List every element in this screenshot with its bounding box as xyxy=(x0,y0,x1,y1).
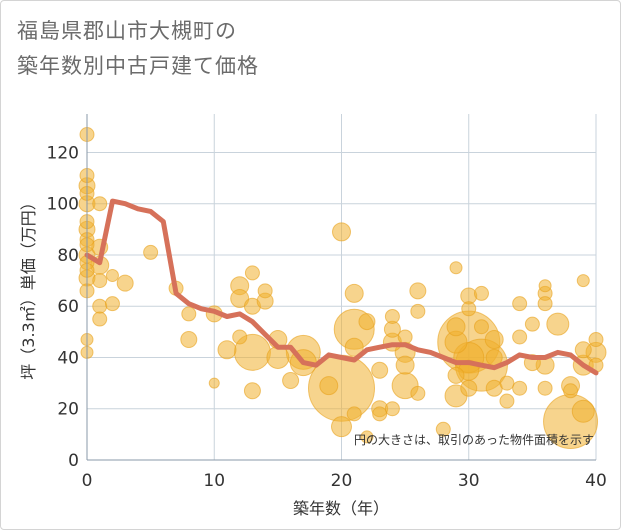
y-tick-label: 80 xyxy=(57,246,79,266)
bubble-point xyxy=(499,375,515,391)
bubble-point xyxy=(331,416,352,438)
bubble-point xyxy=(217,340,237,360)
bubble-layer xyxy=(78,127,607,450)
bubble-point xyxy=(360,430,374,444)
bubble-point xyxy=(384,401,400,417)
bubble-point xyxy=(409,282,427,300)
bubble-point xyxy=(571,399,595,423)
bubble-point xyxy=(588,332,604,348)
bubble-point xyxy=(447,366,465,384)
y-axis-label: 坪（3.3㎡）単価（万円） xyxy=(19,194,38,379)
bubble-point xyxy=(384,308,400,324)
y-tick-label: 60 xyxy=(57,297,79,317)
bubble-point xyxy=(244,265,260,281)
bubble-point xyxy=(104,296,120,312)
bubble-point xyxy=(546,312,570,336)
bubble-point xyxy=(410,303,426,319)
x-tick-label: 40 xyxy=(585,471,607,491)
bubble-point xyxy=(395,355,415,375)
title-line-1: 福島県郡山市大槻町の xyxy=(17,19,237,43)
bubble-point xyxy=(435,421,451,437)
x-tick-label: 10 xyxy=(203,471,225,491)
bubble-size-note: 円の大きさは、取引のあった物件面積を示す xyxy=(354,432,594,447)
bubble-point xyxy=(208,377,220,389)
bubble-point xyxy=(397,329,413,345)
bubble-point xyxy=(266,345,290,369)
bubble-point xyxy=(410,385,426,401)
bubble-point xyxy=(512,329,528,345)
bubble-point xyxy=(143,244,159,260)
bubble-point xyxy=(537,296,553,312)
y-tick-label: 120 xyxy=(47,143,79,163)
x-tick-label: 20 xyxy=(331,471,353,491)
bubble-point xyxy=(92,196,108,212)
bubble-point xyxy=(563,383,579,399)
bubble-point xyxy=(230,289,250,309)
bubble-point xyxy=(461,301,477,317)
y-tick-label: 0 xyxy=(68,451,79,471)
bubble-point xyxy=(473,319,489,335)
y-tick-labels: 0 20 40 60 80 100 120 xyxy=(47,143,79,471)
bubble-point xyxy=(344,283,364,303)
bubble-point xyxy=(105,268,119,282)
bubble-point xyxy=(92,298,108,314)
bubble-point xyxy=(371,361,389,379)
chart-title: 福島県郡山市大槻町の 築年数別中古戸建て価格 xyxy=(17,14,259,84)
bubble-point xyxy=(537,380,553,396)
bubble-point xyxy=(282,372,300,390)
bubble-point xyxy=(232,329,248,345)
bubble-point xyxy=(181,306,197,322)
bubble-point xyxy=(524,316,540,332)
bubble-point xyxy=(446,317,466,337)
bubble-point xyxy=(180,331,198,349)
bubble-point xyxy=(319,376,339,396)
bubble-point xyxy=(346,406,362,422)
bubble-point xyxy=(484,330,504,350)
bubble-point xyxy=(538,279,552,293)
x-tick-label: 30 xyxy=(458,471,480,491)
y-tick-label: 40 xyxy=(57,348,79,368)
y-tick-label: 100 xyxy=(47,195,79,215)
bubble-point xyxy=(576,274,590,288)
bubble-point xyxy=(358,313,376,331)
bubble-point xyxy=(512,296,528,312)
y-tick-label: 20 xyxy=(57,400,79,420)
bubble-point xyxy=(512,380,528,396)
bubble-point xyxy=(92,273,108,289)
bubble-point xyxy=(257,283,273,299)
bubble-point xyxy=(372,406,388,422)
bubble-point xyxy=(116,274,134,292)
bubble-point xyxy=(332,222,351,242)
title-line-2: 築年数別中古戸建て価格 xyxy=(17,54,259,78)
x-tick-label: 0 xyxy=(82,471,93,491)
x-axis-label: 築年数（年） xyxy=(293,499,389,518)
bubble-point xyxy=(473,285,489,301)
bubble-point xyxy=(344,337,364,357)
bubble-point xyxy=(243,382,261,400)
x-tick-labels: 0 10 20 30 40 xyxy=(82,471,607,491)
average-price-line xyxy=(84,198,599,376)
bubble-point xyxy=(574,341,592,359)
bubble-point xyxy=(499,393,515,409)
bubble-point xyxy=(460,379,478,397)
bubble-point xyxy=(449,261,463,275)
bubble-point xyxy=(92,311,108,327)
